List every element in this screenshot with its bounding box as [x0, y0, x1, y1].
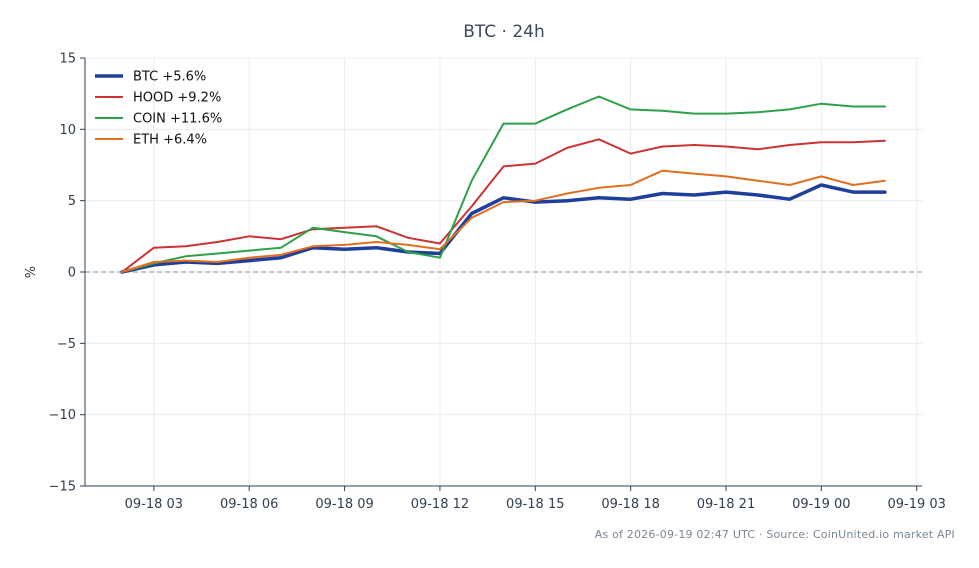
y-tick-label: 15	[59, 52, 76, 67]
x-tick-label: 09-18 03	[125, 497, 183, 512]
y-axis-label: %	[24, 266, 39, 278]
legend-label: HOOD +9.2%	[133, 91, 221, 106]
x-tick-label: 09-18 18	[601, 497, 659, 512]
y-tick-label: 10	[59, 123, 76, 138]
y-tick-label: 0	[68, 266, 76, 281]
y-tick-label: −5	[57, 337, 76, 352]
series-line-1	[120, 183, 887, 274]
y-tick-label: −10	[49, 408, 76, 423]
legend-label: COIN +11.6%	[133, 112, 222, 127]
series-lines	[120, 95, 887, 274]
series-line-4	[121, 169, 886, 273]
y-tick-label: 5	[68, 194, 76, 209]
x-tick-label: 09-18 09	[315, 497, 373, 512]
legend-label: ETH +6.4%	[133, 133, 207, 148]
x-tick-label: 09-19 03	[887, 497, 945, 512]
series-line-3	[121, 95, 886, 273]
legend: BTC +5.6% HOOD +9.2% COIN +11.6% ETH +6.4%	[95, 70, 222, 148]
legend-label: BTC +5.6%	[133, 70, 206, 85]
x-tick-label: 09-19 00	[792, 497, 850, 512]
x-tick-label: 09-18 21	[697, 497, 755, 512]
footer-note: As of 2026-09-19 02:47 UTC · Source: Coi…	[595, 528, 955, 541]
series-line-2	[121, 138, 886, 273]
y-axis-ticks: 15 10 5 0 −5 −10 −15	[49, 52, 85, 495]
x-tick-label: 09-18 12	[411, 497, 469, 512]
x-tick-label: 09-18 15	[506, 497, 564, 512]
x-axis-ticks: 09-18 03 09-18 06 09-18 09 09-18 12 09-18 15…	[125, 486, 946, 512]
y-tick-label: −15	[49, 480, 76, 495]
x-tick-label: 09-18 06	[220, 497, 278, 512]
chart-title: BTC · 24h	[463, 22, 545, 42]
